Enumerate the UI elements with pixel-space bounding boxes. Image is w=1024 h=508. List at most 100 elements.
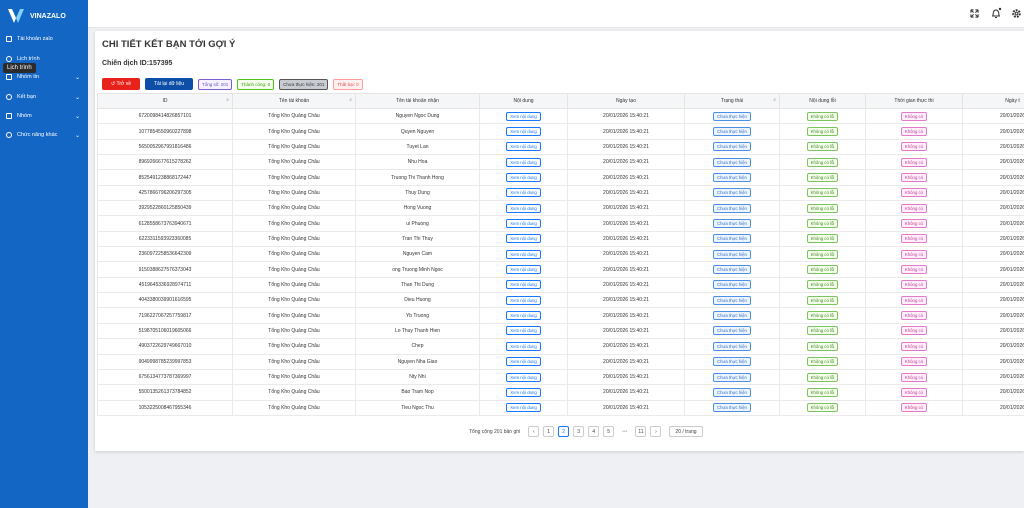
cell-text: 6223311593923360085 [138, 235, 192, 242]
reload-button[interactable]: Tải lại dữ liệu [144, 78, 194, 90]
back-button[interactable]: ↺ Trở về [102, 78, 140, 90]
view-content-button[interactable]: Xem nội dung [506, 203, 541, 213]
fullscreen-icon[interactable] [970, 9, 979, 18]
column-title: Ngày tạo [615, 98, 636, 104]
table-cell: Không có [865, 276, 963, 294]
page-button[interactable]: 5 [603, 426, 615, 437]
menu-item[interactable]: Chức năng khác ⌄ [6, 132, 84, 139]
view-content-button[interactable]: Xem nội dung [506, 265, 541, 275]
page-arrow[interactable]: › [650, 426, 662, 437]
cell-text: 20/01/2026 [999, 174, 1024, 181]
cell-tag: Không có [900, 188, 928, 198]
cell-text: Tổng Kho Quảng Châu [268, 159, 320, 166]
table-cell: 20/01/2026 15:40:21 [567, 338, 685, 355]
view-content-button[interactable]: Xem nội dung [506, 219, 541, 229]
page-arrow[interactable]: ‹ [528, 426, 540, 437]
view-content-button[interactable]: Xem nội dung [506, 326, 541, 336]
logo[interactable]: VINAZALO [6, 6, 66, 26]
table-cell: 7196227067257759817 [97, 307, 233, 324]
view-content-button[interactable]: Xem nội dung [506, 280, 541, 290]
menu-item[interactable]: Nhóm tin ⌄ [6, 74, 84, 81]
table-cell: Chưa thực hiện [684, 399, 780, 416]
view-content-button[interactable]: Xem nội dung [506, 173, 541, 183]
cell-text: 4043380039901616595 [138, 297, 192, 304]
cell-text: Tổng Kho Quảng Châu [268, 266, 320, 273]
view-content-button[interactable]: Xem nội dung [506, 234, 541, 244]
menu-item[interactable]: Nhóm ⌄ [6, 113, 84, 120]
column-filter-icon[interactable]: ⌕ [773, 97, 776, 103]
menu-item[interactable]: Tài khoản zalo [6, 36, 84, 42]
page-button[interactable]: 3 [573, 426, 585, 437]
view-content-button[interactable]: Xem nội dung [506, 387, 541, 397]
column-header: Tên tài khoản ⌕ [232, 93, 356, 109]
table-cell: Xem nội dung [479, 169, 568, 186]
cell-tag: Không có [900, 249, 928, 259]
cell-text: 20/01/2026 [999, 343, 1024, 350]
cell-text: Tổng Kho Quảng Châu [268, 113, 320, 120]
view-content-button[interactable]: Xem nội dung [506, 357, 541, 367]
page-button[interactable]: 1 [543, 426, 555, 437]
bell-icon[interactable] [991, 7, 1002, 19]
table-cell: Chưa thực hiện [684, 261, 780, 278]
table-cell: Xem nội dung [479, 338, 568, 355]
table-cell: Chưa thực hiện [684, 384, 780, 401]
page-button[interactable]: 4 [588, 426, 600, 437]
page-button[interactable]: 2 [558, 426, 570, 437]
table-cell: Tổng Kho Quảng Châu [232, 307, 356, 324]
cell-text: Tổng Kho Quảng Châu [268, 358, 320, 365]
cell-text: 7196227067257759817 [138, 312, 192, 319]
cell-text: 20/01/2026 15:40:21 [603, 358, 649, 365]
cell-tag: Không có lỗi [806, 372, 839, 382]
cell-text: 20/01/2026 [999, 251, 1024, 258]
view-content-button[interactable]: Xem nội dung [506, 403, 541, 413]
table-cell: 20/01/2026 15:40:21 [567, 307, 685, 324]
view-content-button[interactable]: Xem nội dung [506, 249, 541, 259]
column-title: Nội dung lỗi [809, 98, 836, 104]
menu-item[interactable]: Lịch trình [6, 56, 84, 62]
view-content-button[interactable]: Xem nội dung [506, 311, 541, 321]
settings-icon[interactable] [1011, 8, 1022, 19]
table-row: 6128558673763940671 Tổng Kho Quảng Châu ui… [97, 215, 1024, 232]
menu-label: Tài khoản zalo [17, 36, 53, 42]
view-content-button[interactable]: Xem nội dung [506, 157, 541, 167]
table-cell: 20/01/2026 15:40:21 [567, 399, 685, 416]
view-content-button[interactable]: Xem nội dung [506, 341, 541, 351]
view-content-button[interactable]: Xem nội dung [506, 188, 541, 198]
cell-text: 6756134773787369997 [138, 374, 192, 381]
menu-item[interactable]: Kết bạn ⌄ [6, 94, 84, 101]
cell-tag: Chưa thực hiện [713, 295, 751, 305]
table-cell: Quyen Nguyen [355, 123, 480, 140]
table-cell: Không có [865, 138, 963, 156]
column-filter-icon[interactable]: ⌕ [226, 97, 229, 103]
view-content-button[interactable]: Xem nội dung [506, 111, 541, 121]
view-content-button[interactable]: Xem nội dung [506, 372, 541, 382]
page-button[interactable]: 11 [635, 426, 647, 437]
cell-text: Tổng Kho Quảng Châu [268, 189, 320, 196]
column-filter-icon[interactable]: ⌕ [349, 97, 352, 103]
view-content-button[interactable]: Xem nội dung [506, 142, 541, 152]
table-cell: Chưa thực hiện [684, 307, 780, 324]
cell-text: 3929522860125850439 [138, 205, 192, 212]
cell-tag: Chưa thực hiện [713, 219, 751, 229]
table-cell: 4257866796206297305 [97, 184, 233, 202]
table-cell: 5198705106019605066 [97, 322, 233, 340]
cell-text: 20/01/2026 15:40:21 [603, 327, 649, 334]
page-size-select[interactable]: 20 / trang [669, 426, 703, 437]
cell-text: 20/01/2026 15:40:21 [603, 266, 649, 273]
table-cell: Xem nội dung [479, 276, 568, 294]
table-cell: 20/01/2026 15:40:21 [567, 138, 685, 156]
cell-text: 20/01/2026 [999, 205, 1024, 212]
cell-text: 20/01/2026 15:40:21 [603, 312, 649, 319]
table-cell: 6223311593923360085 [97, 230, 233, 248]
cell-text: Tieu Ngoc Thu [401, 404, 434, 411]
menu-chevron: ⌄ [74, 132, 80, 139]
cell-text: Tổng Kho Quảng Châu [268, 404, 320, 411]
table-cell: 2360972258536642309 [97, 246, 233, 263]
table-cell: Không có lỗi [779, 261, 866, 278]
menu-icon [6, 36, 12, 42]
table-cell: Không có lỗi [779, 338, 866, 355]
view-content-button[interactable]: Xem nội dung [506, 295, 541, 305]
table-cell: 20/01/2026 [962, 215, 1024, 232]
menu-icon [6, 56, 12, 62]
view-content-button[interactable]: Xem nội dung [506, 127, 541, 137]
